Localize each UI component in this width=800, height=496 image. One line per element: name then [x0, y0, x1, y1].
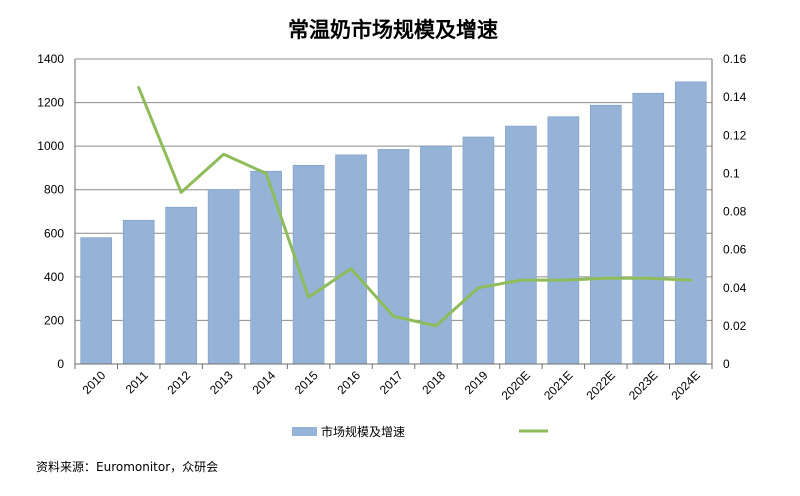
bar	[207, 189, 240, 365]
bar	[632, 92, 665, 365]
bar	[165, 206, 197, 365]
source-note: 资料来源：Euromonitor，众研会	[36, 460, 218, 474]
axes	[74, 59, 713, 369]
x-tick-label: 2011	[123, 368, 151, 396]
y-left-tick-label: 600	[44, 226, 64, 240]
x-tick-label: 2018	[419, 368, 448, 397]
x-tick-label: 2010	[80, 368, 109, 397]
x-tick-label: 2023E	[626, 368, 660, 402]
y-right-tick-label: 0.16	[723, 52, 747, 66]
chart-title: 常温奶市场规模及增速	[288, 18, 498, 42]
bar	[505, 125, 537, 365]
bar	[547, 116, 580, 365]
y-right-tick-label: 0.12	[723, 128, 747, 142]
y-left-tick-label: 400	[44, 270, 64, 284]
bar	[590, 104, 622, 365]
y-left-tick-label: 200	[44, 313, 64, 327]
y-right-tick-label: 0	[723, 357, 730, 371]
bar	[420, 145, 452, 365]
y-left-tick-label: 1200	[37, 96, 64, 110]
y-left-tick-label: 1400	[37, 52, 64, 66]
x-tick-label: 2017	[377, 368, 406, 397]
y-axis-right-ticks: 0 0.02 0.04 0.06 0.08 0.1 0.12 0.14 0.16	[723, 52, 747, 371]
legend-bar-label: 市场规模及增速	[321, 424, 405, 439]
bar	[80, 237, 113, 365]
x-tick-label: 2012	[165, 368, 194, 397]
bar	[462, 136, 495, 365]
y-right-tick-label: 0.14	[723, 90, 747, 104]
y-right-tick-label: 0.06	[723, 243, 747, 257]
x-tick-label: 2024E	[668, 368, 702, 402]
y-left-tick-label: 1000	[37, 139, 64, 153]
y-right-tick-label: 0.1	[723, 166, 740, 180]
x-axis-ticks: 2010 2011 2012 2013 2014 2015 2016 2017 2018 2019…	[80, 368, 703, 403]
x-tick-label: 2020E	[499, 368, 533, 402]
x-tick-label: 2022E	[584, 368, 618, 402]
bar	[674, 81, 707, 365]
bar-series	[80, 81, 707, 365]
x-tick-label: 2013	[207, 368, 236, 397]
x-tick-label: 2021E	[541, 368, 575, 402]
growth-line	[137, 86, 693, 328]
bar	[122, 219, 155, 365]
line-series	[137, 86, 693, 328]
y-right-tick-label: 0.08	[723, 205, 747, 219]
y-right-tick-label: 0.04	[723, 281, 747, 295]
y-axis-left-ticks: 0 200 400 600 800 1000 1200 1400	[37, 52, 64, 371]
y-left-tick-label: 0	[57, 357, 64, 371]
x-tick-label: 2014	[249, 368, 278, 397]
bar	[250, 170, 282, 365]
bar	[377, 149, 410, 365]
legend: 市场规模及增速	[292, 424, 548, 439]
x-tick-label: 2019	[462, 368, 491, 397]
x-tick-label: 2015	[292, 368, 321, 397]
y-right-tick-label: 0.02	[723, 319, 747, 333]
y-left-tick-label: 800	[44, 183, 64, 197]
bar	[335, 154, 367, 365]
x-tick-label: 2016	[334, 368, 363, 397]
legend-bar-swatch	[292, 427, 317, 436]
